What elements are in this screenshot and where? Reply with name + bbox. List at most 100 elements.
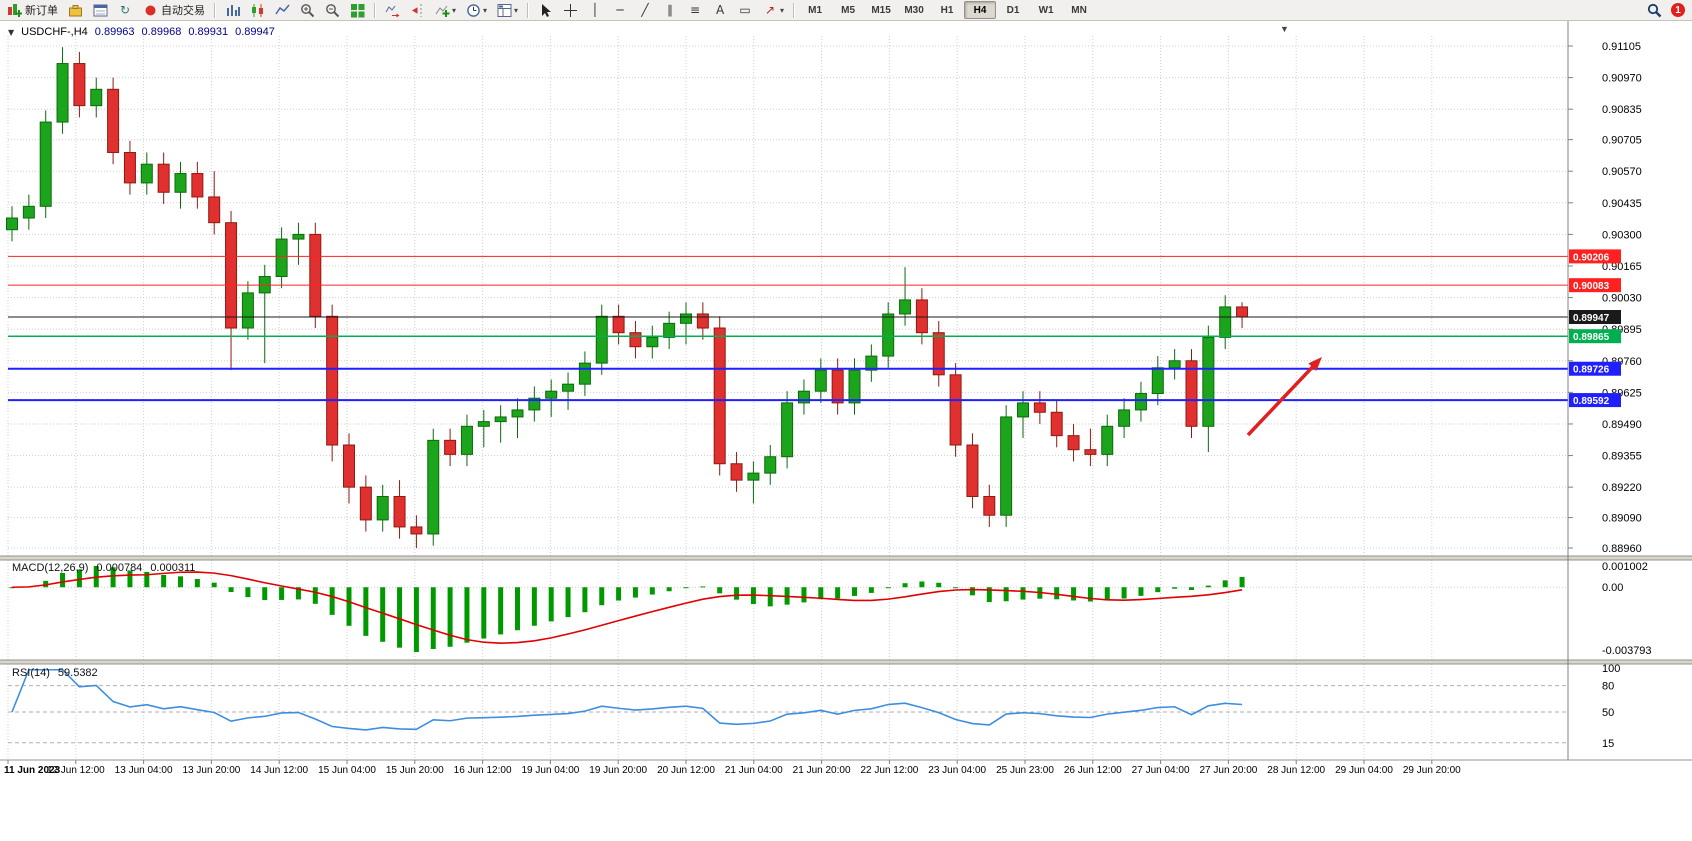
bar-chart-button[interactable]	[220, 0, 244, 20]
market-watch-button[interactable]	[88, 0, 112, 20]
horizontal-line-button[interactable]: ─	[608, 0, 632, 20]
indicators-button[interactable]: ▾	[430, 0, 460, 20]
periods-button[interactable]: ▾	[461, 0, 491, 20]
zoom-in-button[interactable]	[295, 0, 319, 20]
candle-body	[6, 217, 18, 231]
timeframe-h1-button[interactable]: H1	[940, 4, 954, 16]
chevron-down-icon: ▾	[780, 5, 785, 15]
candle-body	[1084, 449, 1097, 455]
cursor-button[interactable]	[533, 0, 557, 20]
zoom-out-button[interactable]	[320, 0, 344, 20]
zoom-in-icon	[299, 2, 315, 18]
new-order-button[interactable]: 新订单	[2, 0, 62, 20]
chart-shift-marker[interactable]: ▼	[1280, 24, 1289, 34]
rsi-axis-label: 50	[1602, 707, 1614, 719]
macd-histogram-bar	[228, 587, 234, 593]
price-tag	[1569, 329, 1621, 344]
text-button[interactable]: A	[708, 0, 732, 20]
macd-histogram-bar	[734, 587, 740, 600]
window-menu-icon[interactable]: ▼	[8, 27, 15, 37]
macd-panel: 0.001002 0.00 -0.003793	[8, 561, 1652, 657]
search-button[interactable]	[1642, 0, 1666, 20]
macd-histogram-bar	[498, 587, 504, 635]
macd-histogram-bar	[1172, 587, 1178, 589]
macd-histogram-bar	[885, 587, 891, 589]
candle-body	[460, 425, 473, 455]
timeframe-m15-button[interactable]: M15	[871, 4, 891, 16]
price-axis-label: 0.89490	[1602, 419, 1642, 431]
price-axis-label: 0.89090	[1602, 513, 1642, 525]
candle-body	[578, 362, 591, 385]
timeframe-d1-button[interactable]: D1	[1006, 4, 1020, 16]
price-axis-label: 0.90570	[1602, 166, 1642, 178]
time-axis-label: 13 Jun 20:00	[182, 765, 240, 776]
candle-body	[545, 390, 558, 399]
fibonacci-button[interactable]: ≡	[683, 0, 707, 20]
macd-histogram-bar	[397, 587, 403, 648]
refresh-icon: ↻	[119, 3, 131, 17]
price-axis-label: 0.90165	[1602, 261, 1642, 273]
candle-body	[511, 409, 524, 418]
text-icon: A	[715, 3, 725, 17]
candle-body	[528, 397, 541, 411]
tile-windows-button[interactable]	[345, 0, 369, 20]
panel-divider[interactable]	[0, 556, 1692, 560]
timeframe-w1-button[interactable]: W1	[1038, 4, 1054, 16]
macd-histogram-bar	[245, 587, 251, 598]
trendline-button[interactable]: ╱	[633, 0, 657, 20]
timeframe-h4-button[interactable]: H4	[964, 1, 997, 19]
chevron-down-icon: ▾	[452, 5, 457, 15]
refresh-button[interactable]: ↻	[113, 0, 137, 20]
arrows-button[interactable]: ↗ ▾	[758, 0, 788, 20]
time-axis-label: 23 Jun 04:00	[928, 765, 986, 776]
chart-canvas[interactable]: 0.91105 0.90970 0.90835 0.90705 0.90570 0.904…	[0, 21, 1692, 841]
timeframe-m30-button[interactable]: M30	[904, 4, 924, 16]
text-label-icon: ▭	[739, 3, 751, 17]
price-axis-label: 0.88960	[1602, 543, 1642, 555]
macd-histogram-bar	[346, 587, 352, 626]
channel-button[interactable]: ∥	[658, 0, 682, 20]
crosshair-button[interactable]	[558, 0, 582, 20]
macd-histogram-bar	[295, 587, 301, 600]
cursor-icon	[537, 2, 553, 18]
autotrade-button[interactable]: 自动交易	[138, 0, 209, 20]
candle-body	[208, 196, 221, 224]
chart-shift-button[interactable]	[405, 0, 429, 20]
macd-value-main: 0.000784	[96, 562, 143, 574]
line-chart-button[interactable]	[270, 0, 294, 20]
macd-histogram-bar	[953, 587, 959, 589]
candle-body	[157, 163, 170, 193]
candle-body	[393, 496, 406, 528]
panel-divider[interactable]	[0, 660, 1692, 664]
candle-body	[747, 472, 760, 481]
candle-body	[831, 369, 844, 404]
candle-body	[1000, 416, 1013, 516]
notification-badge[interactable]: 1	[1671, 3, 1685, 17]
search-icon	[1646, 2, 1662, 18]
candle-body	[646, 336, 659, 348]
macd-histogram-bar	[1003, 587, 1009, 602]
annotation-arrow[interactable]	[1246, 357, 1322, 437]
toolbar-separator	[527, 2, 529, 18]
vertical-line-button[interactable]: │	[583, 0, 607, 20]
macd-histogram-bar	[969, 587, 975, 596]
price-tag	[1569, 310, 1621, 325]
candle-body	[1067, 435, 1080, 451]
timeframe-m5-button[interactable]: M5	[841, 4, 856, 16]
candle-body	[427, 439, 440, 535]
toolbox-button[interactable]	[63, 0, 87, 20]
auto-scroll-button[interactable]	[380, 0, 404, 20]
candle-chart-icon	[249, 2, 265, 18]
candle-chart-button[interactable]	[245, 0, 269, 20]
candle-body	[781, 402, 794, 458]
candle-body	[1236, 306, 1249, 318]
templates-button[interactable]: ▾	[492, 0, 522, 20]
timeframe-mn-button[interactable]: MN	[1071, 4, 1087, 16]
macd-value-signal: 0.000311	[150, 562, 196, 574]
timeframe-m1-button[interactable]: M1	[808, 4, 823, 16]
text-label-button[interactable]: ▭	[733, 0, 757, 20]
macd-histogram-bar	[683, 587, 689, 589]
price-tag	[1569, 278, 1621, 293]
